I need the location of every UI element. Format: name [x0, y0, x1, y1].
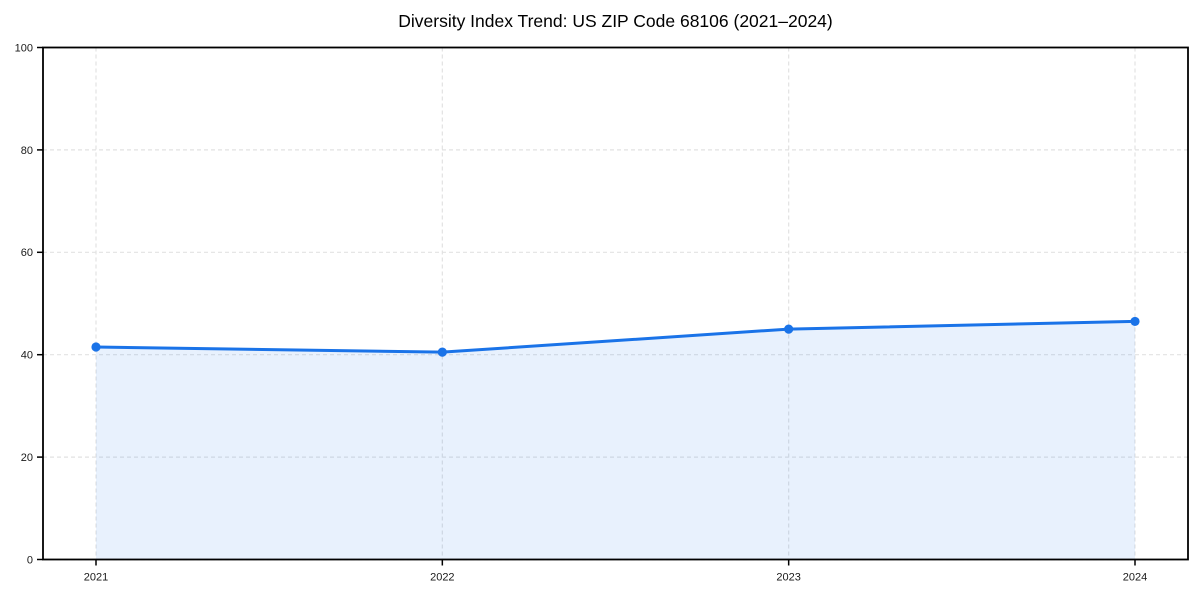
y-axis-tick-label: 20 — [21, 452, 33, 464]
data-point-2023 — [784, 324, 794, 334]
area-fill — [96, 321, 1135, 560]
y-axis-tick-label: 0 — [27, 554, 33, 566]
x-axis-tick-label: 2023 — [776, 572, 800, 584]
chart-title: Diversity Index Trend: US ZIP Code 68106… — [398, 11, 833, 31]
y-axis-tick-label: 80 — [21, 145, 33, 157]
x-axis-tick-label: 2021 — [84, 572, 108, 584]
data-point-2024 — [1130, 316, 1140, 327]
x-axis-tick-label: 2024 — [1123, 572, 1147, 584]
data-point-2021 — [91, 342, 101, 352]
y-axis-tick-label: 60 — [21, 247, 33, 259]
trend-line — [94, 319, 1137, 354]
x-axis-tick-label: 2022 — [430, 572, 454, 584]
y-axis-tick-label: 40 — [21, 350, 33, 362]
y-axis-tick-label: 100 — [15, 42, 33, 54]
plot-border — [42, 46, 1189, 561]
data-point-2022 — [437, 347, 447, 357]
